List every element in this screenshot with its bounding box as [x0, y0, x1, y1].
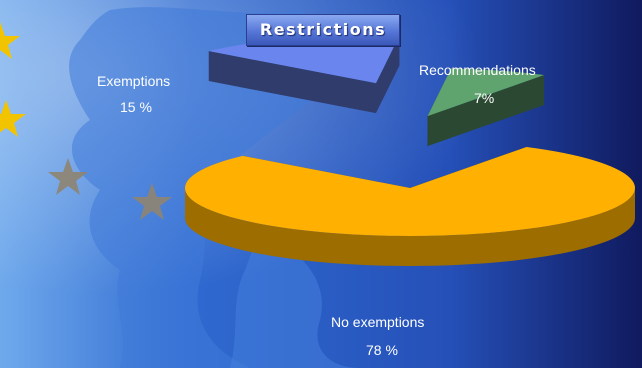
chart-title: Restrictions: [246, 14, 400, 46]
value-recommendations: 7%: [474, 90, 495, 106]
pie-slice-no-exemptions: [184, 146, 635, 266]
pie-slice-rim: [185, 188, 635, 266]
pie-slice-top: [427, 68, 545, 117]
label-recommendations: Recommendations: [419, 62, 536, 78]
label-no-exemptions: No exemptions: [331, 314, 425, 330]
pie-slice-recommendations: [427, 68, 545, 147]
pie-slice-side: [427, 75, 545, 147]
value-exemptions: 15 %: [120, 99, 152, 115]
pie-slice-side: [375, 35, 400, 114]
value-no-exemptions: 78 %: [366, 342, 398, 358]
star-icon: [48, 158, 88, 195]
map-shape-south: [230, 230, 360, 368]
pie-slice-top: [184, 146, 635, 236]
star-icon: [0, 100, 26, 137]
pie-chart: [184, 35, 635, 266]
pie-slice-side: [208, 51, 376, 114]
pie-slice-exemptions: [208, 35, 400, 114]
star-icon: [132, 183, 172, 220]
pie-slice-top: [208, 35, 400, 84]
star-icon: [0, 22, 20, 59]
label-exemptions: Exemptions: [97, 73, 171, 89]
